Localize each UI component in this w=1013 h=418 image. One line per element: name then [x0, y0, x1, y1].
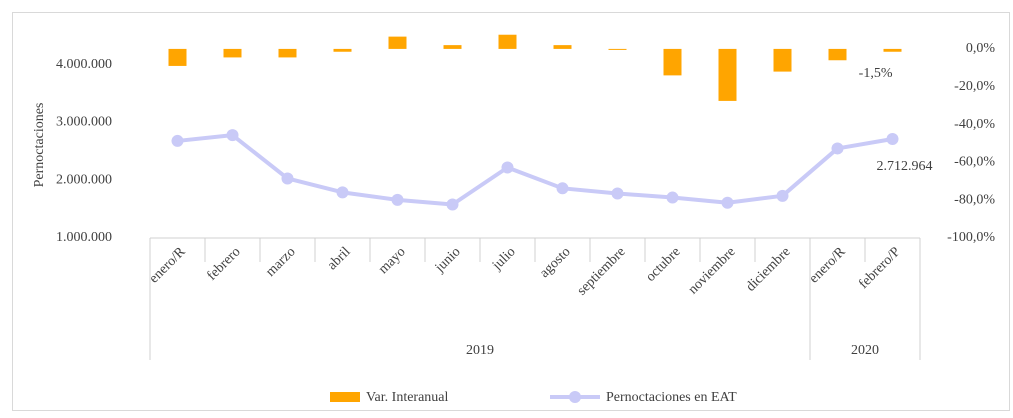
bar-value-label: -1,5%: [859, 66, 893, 81]
y2-tick-label: 0,0%: [966, 41, 996, 56]
bar: [443, 45, 462, 49]
y2-tick-label: -20,0%: [954, 79, 995, 94]
line-marker: [886, 133, 899, 146]
line-marker: [281, 172, 294, 185]
line-marker: [501, 161, 514, 174]
bar: [718, 48, 737, 101]
y-tick-label: 2.000.000: [56, 172, 112, 187]
line-marker: [611, 187, 624, 200]
y-tick-label: 3.000.000: [56, 115, 112, 130]
bar: [553, 45, 572, 49]
line-marker: [336, 186, 349, 199]
legend-marker: [569, 391, 581, 403]
line-marker: [226, 129, 239, 142]
line-marker: [446, 198, 459, 211]
line: [177, 133, 893, 207]
bar: [828, 48, 847, 61]
line-marker: [666, 191, 679, 204]
line-marker: [556, 182, 569, 195]
y2-tick-label: -60,0%: [954, 155, 995, 170]
bar: [333, 48, 352, 52]
bar: [388, 36, 407, 49]
group-label: 2020: [851, 343, 879, 358]
legend-swatch: [330, 392, 360, 402]
line-value-label: 2.712.964: [877, 159, 933, 174]
y2-tick-label: -100,0%: [947, 230, 995, 245]
bar: [773, 48, 792, 72]
bar: [278, 48, 297, 58]
line-marker: [391, 193, 404, 206]
line-marker: [831, 142, 844, 155]
legend-label: Var. Interanual: [366, 390, 449, 405]
legend-label: Pernoctaciones en EAT: [606, 390, 737, 405]
y-axis-title: Pernoctaciones: [32, 103, 47, 188]
chart-border: [12, 12, 1010, 411]
bar: [168, 48, 187, 66]
group-label: 2019: [466, 343, 494, 358]
bar: [608, 48, 627, 50]
y-tick-label: 1.000.000: [56, 230, 112, 245]
line-marker: [776, 189, 789, 202]
line-marker: [721, 196, 734, 209]
line-marker: [171, 134, 184, 147]
y2-tick-label: -40,0%: [954, 117, 995, 132]
bar: [223, 48, 242, 58]
y2-tick-label: -80,0%: [954, 192, 995, 207]
bar: [663, 48, 682, 76]
y-tick-label: 4.000.000: [56, 57, 112, 72]
bar: [883, 48, 902, 52]
bar: [498, 34, 517, 49]
